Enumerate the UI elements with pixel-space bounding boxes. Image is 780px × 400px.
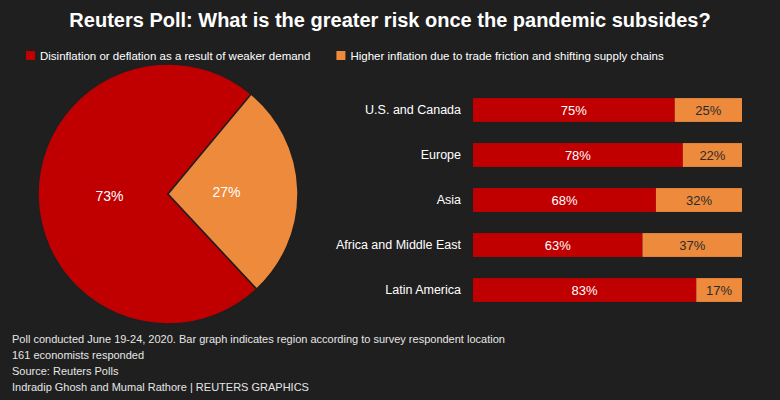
- bar: [473, 143, 683, 167]
- chart-title: Reuters Poll: What is the greater risk o…: [69, 9, 710, 31]
- bar: [696, 278, 742, 302]
- tick-label: Africa and Middle East: [336, 238, 462, 252]
- bar: [683, 143, 742, 167]
- legend-label: Higher inflation due to trade friction a…: [350, 50, 663, 62]
- tick: Africa and Middle East: [336, 238, 462, 252]
- tick: Europe: [421, 148, 461, 162]
- footnotes: Poll conducted June 19-24, 2020. Bar gra…: [12, 333, 505, 393]
- data-label: 32%: [686, 193, 712, 208]
- tick-label: Asia: [437, 193, 461, 207]
- data-label: 63%: [545, 238, 571, 253]
- background: [0, 0, 780, 400]
- chart-svg: Reuters Poll: What is the greater risk o…: [0, 0, 780, 400]
- bar: [656, 188, 742, 212]
- data-label: 83%: [572, 283, 598, 298]
- legend-swatch: [336, 51, 345, 60]
- tick: Asia: [437, 193, 461, 207]
- data-label: 78%: [565, 148, 591, 163]
- tick: Latin America: [385, 283, 461, 297]
- bar: [642, 233, 742, 257]
- legend: Disinflation or deflation as a result of…: [26, 50, 664, 62]
- bar: [473, 278, 696, 302]
- data-label: 73%: [96, 188, 124, 204]
- footnote: Indradip Ghosh and Mumal Rathore | REUTE…: [12, 381, 309, 393]
- pie: 73% 27%: [38, 64, 298, 324]
- bars: [473, 98, 742, 302]
- bar: [473, 98, 675, 122]
- category-axis: U.S. and Canada Europe Asia Africa and Midd…: [336, 103, 462, 297]
- tick-label: Europe: [421, 148, 461, 162]
- bar: [473, 188, 656, 212]
- data-label: 25%: [695, 103, 721, 118]
- bar: [473, 233, 642, 257]
- tick: U.S. and Canada: [365, 103, 461, 117]
- footnote: Poll conducted June 19-24, 2020. Bar gra…: [12, 333, 505, 345]
- tick-label: Latin America: [385, 283, 461, 297]
- legend-label: Disinflation or deflation as a result of…: [40, 50, 310, 62]
- data-label: 22%: [699, 148, 725, 163]
- pie-slice: [168, 94, 298, 289]
- bar: [675, 98, 742, 122]
- data-label: 17%: [706, 283, 732, 298]
- pie-slice: [38, 64, 257, 324]
- legend-swatch: [26, 51, 35, 60]
- data-label: 27%: [212, 184, 240, 200]
- bar-labels: 75% 78% 68% 63% 83% 25% 22% 32% 37% 17%: [545, 103, 733, 298]
- footnote: Source: Reuters Polls: [12, 365, 119, 377]
- data-label: 75%: [561, 103, 587, 118]
- data-label: 37%: [679, 238, 705, 253]
- footnote: 161 economists responded: [12, 349, 144, 361]
- tick-label: U.S. and Canada: [365, 103, 461, 117]
- data-label: 68%: [551, 193, 577, 208]
